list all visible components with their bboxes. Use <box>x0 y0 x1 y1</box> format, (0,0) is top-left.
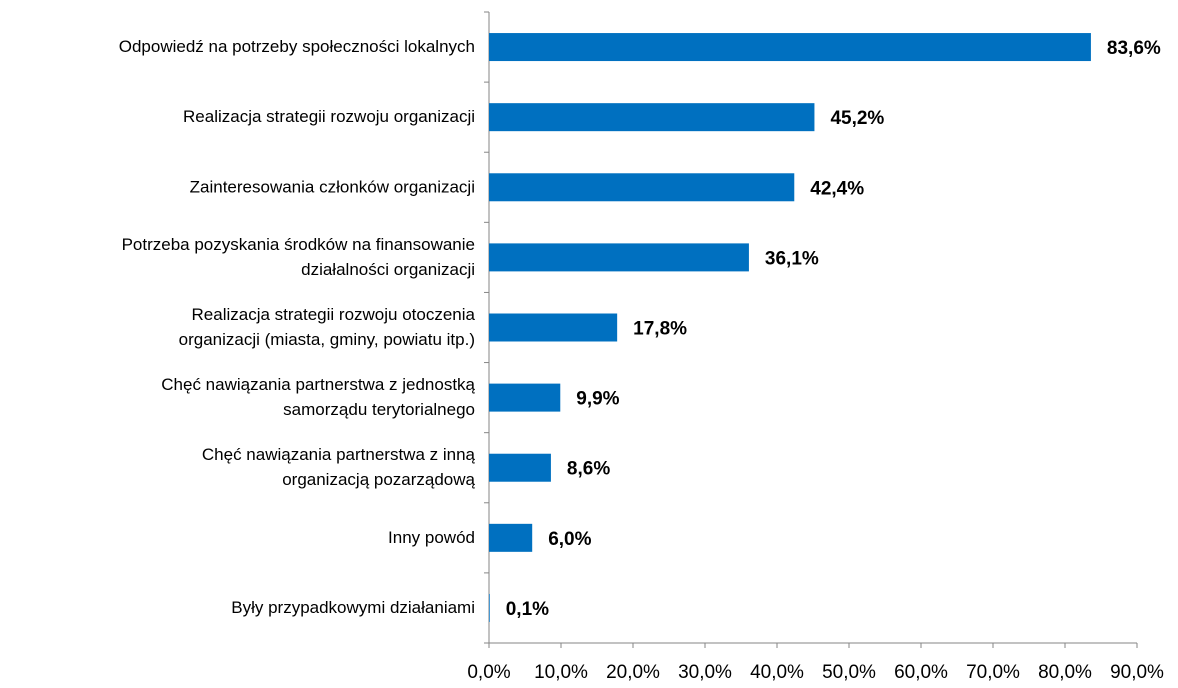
category-label-line: organizacji (miasta, gminy, powiatu itp.… <box>179 330 475 349</box>
bar <box>489 453 551 482</box>
category-label-line: Realizacja strategii rozwoju otoczenia <box>192 305 476 324</box>
bar <box>489 173 795 202</box>
category-label: Chęć nawiązania partnerstwa z inną organi… <box>202 446 476 490</box>
category-label-line: Realizacja strategii rozwoju organizacji <box>183 108 475 127</box>
category-label-line: Były przypadkowymi działaniami <box>231 598 475 617</box>
value-label: 9,9% <box>576 389 619 410</box>
x-tick-label: 80,0% <box>1038 662 1092 683</box>
x-tick-label: 60,0% <box>894 662 948 683</box>
bar <box>489 383 561 412</box>
x-tick-label: 30,0% <box>678 662 732 683</box>
category-label-line: działalności organizacji <box>301 260 475 279</box>
x-tick-label: 40,0% <box>750 662 804 683</box>
category-label-line: samorządu terytorialnego <box>283 401 475 420</box>
category-label: Zainteresowania członków organizacji <box>190 178 475 197</box>
category-label: Odpowiedź na potrzeby społeczności lokal… <box>119 38 475 57</box>
x-tick-label: 50,0% <box>822 662 876 683</box>
value-label: 0,1% <box>506 599 549 620</box>
value-label: 17,8% <box>633 319 687 340</box>
category-label: Były przypadkowymi działaniami <box>231 598 475 617</box>
bar <box>489 103 815 132</box>
category-label-line: Odpowiedź na potrzeby społeczności lokal… <box>119 38 475 57</box>
category-label: Realizacja strategii rozwoju otoczenia or… <box>179 305 476 349</box>
category-label-line: Inny powód <box>388 528 475 547</box>
category-label: Potrzeba pozyskania środków na finansowa… <box>122 235 475 279</box>
value-label: 42,4% <box>810 178 864 199</box>
x-tick-label: 70,0% <box>966 662 1020 683</box>
value-label: 8,6% <box>567 459 610 480</box>
value-label: 36,1% <box>765 248 819 269</box>
category-label-line: Chęć nawiązania partnerstwa z jednostką <box>161 376 475 395</box>
bar <box>489 243 749 272</box>
x-tick-label: 10,0% <box>534 662 588 683</box>
bar <box>489 33 1091 62</box>
value-label: 83,6% <box>1107 38 1161 59</box>
category-label-line: Potrzeba pozyskania środków na finansowa… <box>122 235 475 254</box>
bar <box>489 593 490 622</box>
category-label: Chęć nawiązania partnerstwa z jednostką s… <box>161 376 475 420</box>
x-tick-label: 0,0% <box>467 662 510 683</box>
value-label: 6,0% <box>548 529 591 550</box>
category-label: Realizacja strategii rozwoju organizacji <box>183 108 475 127</box>
category-label-line: Zainteresowania członków organizacji <box>190 178 475 197</box>
category-label-line: Chęć nawiązania partnerstwa z inną <box>202 446 476 465</box>
x-tick-label: 90,0% <box>1110 662 1164 683</box>
bar <box>489 523 533 552</box>
category-label-line: organizacją pozarządową <box>282 471 475 490</box>
x-tick-label: 20,0% <box>606 662 660 683</box>
value-label: 45,2% <box>830 108 884 129</box>
category-label: Inny powód <box>388 528 475 547</box>
bar <box>489 313 618 342</box>
